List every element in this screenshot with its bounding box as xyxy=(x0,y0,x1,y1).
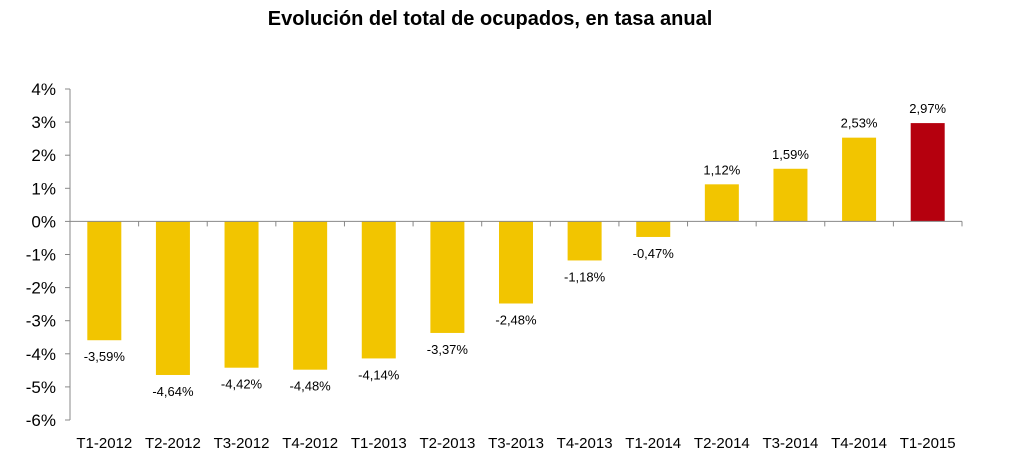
y-axis: 4% 3% 2% 1% 0% -1% -2% -3% -4% -5% -6% xyxy=(26,80,71,430)
y-tick-label: 1% xyxy=(31,179,56,198)
data-label: -2,48% xyxy=(495,312,537,327)
data-label: -4,14% xyxy=(358,367,400,382)
bar xyxy=(361,221,396,359)
data-label: 1,12% xyxy=(703,162,740,177)
y-tick-label: -2% xyxy=(26,279,56,298)
bar xyxy=(224,221,259,368)
y-tick-label: 3% xyxy=(31,113,56,132)
data-label: -4,48% xyxy=(290,379,332,394)
data-label: 2,97% xyxy=(909,101,946,116)
x-tick-label: T3-2013 xyxy=(488,435,544,452)
data-label: 2,53% xyxy=(841,116,878,131)
y-tick-label: -4% xyxy=(26,345,56,364)
x-tick-label: T4-2012 xyxy=(282,435,338,452)
bar xyxy=(704,184,739,222)
data-label: -0,47% xyxy=(633,246,675,261)
bar xyxy=(567,221,602,261)
x-tick-label: T1-2013 xyxy=(351,435,407,452)
y-tick-label: -1% xyxy=(26,246,56,265)
x-axis: T1-2012 T2-2012 T3-2012 T4-2012 T1-2013 T2-20… xyxy=(69,220,963,452)
bar xyxy=(773,168,808,222)
x-tick-label: T3-2012 xyxy=(214,435,270,452)
x-tick-label: T1-2014 xyxy=(625,435,681,452)
y-tick-label: 2% xyxy=(31,146,56,165)
y-tick-label: 4% xyxy=(31,80,56,99)
bar xyxy=(842,137,877,222)
data-label: -4,42% xyxy=(221,377,263,392)
x-tick-label: T1-2012 xyxy=(76,435,132,452)
bar xyxy=(293,221,328,370)
y-tick-label: -5% xyxy=(26,378,56,397)
bar xyxy=(499,221,533,304)
bars: -3,59% -4,64% -4,42% -4,48% -4,14% -3,37% -2,4… xyxy=(84,101,947,399)
bar xyxy=(87,221,122,341)
x-tick-label: T4-2013 xyxy=(557,435,613,452)
x-tick-label: T1-2015 xyxy=(900,435,956,452)
data-label: -4,64% xyxy=(152,384,194,399)
data-label: 1,59% xyxy=(772,147,809,162)
y-tick-label: -3% xyxy=(26,312,56,331)
bar xyxy=(636,221,671,237)
x-tick-label: T2-2013 xyxy=(419,435,475,452)
x-tick-label: T2-2012 xyxy=(145,435,201,452)
x-tick-label: T3-2014 xyxy=(763,435,819,452)
y-tick-label: 0% xyxy=(31,212,56,231)
chart-title: Evolución del total de ocupados, en tasa… xyxy=(267,8,713,30)
data-label: -3,59% xyxy=(84,349,126,364)
x-tick-label: T4-2014 xyxy=(831,435,887,452)
data-label: -1,18% xyxy=(564,269,606,284)
bar xyxy=(155,221,190,375)
bar xyxy=(430,221,465,333)
data-label: -3,37% xyxy=(427,342,469,357)
bar xyxy=(910,123,945,222)
x-tick-label: T2-2014 xyxy=(694,435,750,452)
y-tick-label: -6% xyxy=(26,411,56,430)
